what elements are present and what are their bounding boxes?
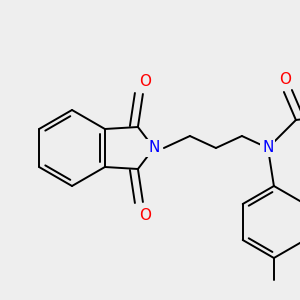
- Text: O: O: [139, 208, 151, 223]
- Text: N: N: [262, 140, 274, 155]
- Text: O: O: [139, 74, 151, 88]
- Text: O: O: [279, 71, 291, 86]
- Text: N: N: [148, 140, 160, 155]
